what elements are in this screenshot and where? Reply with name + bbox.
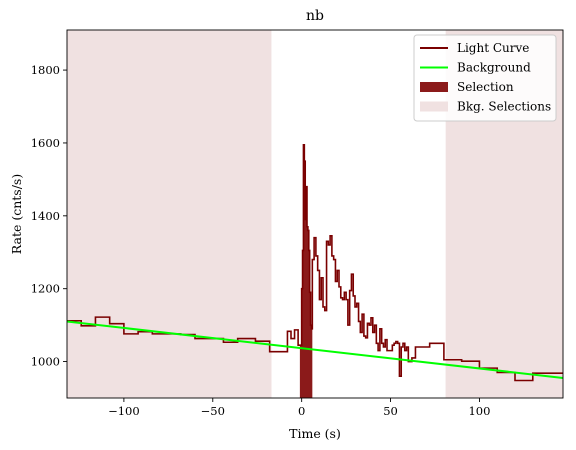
legend-swatch-patch: [420, 82, 448, 92]
legend: Light Curve Background Selection Bkg. Selec…: [413, 34, 557, 122]
bkg-selection-fill-1: [67, 317, 272, 398]
x-tick-label: 100: [468, 404, 490, 418]
x-tick-label: 50: [383, 404, 398, 418]
light-curve-line: [67, 143, 563, 382]
legend-box: [413, 34, 557, 122]
y-tick-label: 1800: [31, 63, 60, 77]
chart-title: nb: [306, 8, 324, 24]
x-axis-label: Time (s): [289, 426, 341, 441]
bkg-selection-fill-2: [445, 359, 563, 398]
legend-swatch-patch: [420, 101, 448, 112]
y-tick-label: 1600: [31, 136, 60, 150]
selection-fill: [299, 144, 313, 398]
x-tick-label: −100: [108, 404, 140, 418]
y-tick-label: 1000: [31, 355, 60, 369]
legend-label: Background: [457, 61, 531, 75]
background-line: [66, 320, 564, 379]
y-axis-label: Rate (cnts/s): [9, 174, 24, 254]
y-tick-label: 1400: [31, 209, 60, 223]
y-tick-label: 1200: [31, 282, 60, 296]
legend-label: Bkg. Selections: [457, 100, 551, 114]
x-tick-label: −50: [201, 404, 225, 418]
axes: −100 −50 0 50 100 1000 1200 1400 1600 1800: [31, 29, 564, 418]
x-tick-label: 0: [298, 404, 305, 418]
legend-label: Light Curve: [457, 41, 529, 55]
axes-frame: [66, 29, 564, 399]
legend-label: Selection: [457, 80, 514, 94]
